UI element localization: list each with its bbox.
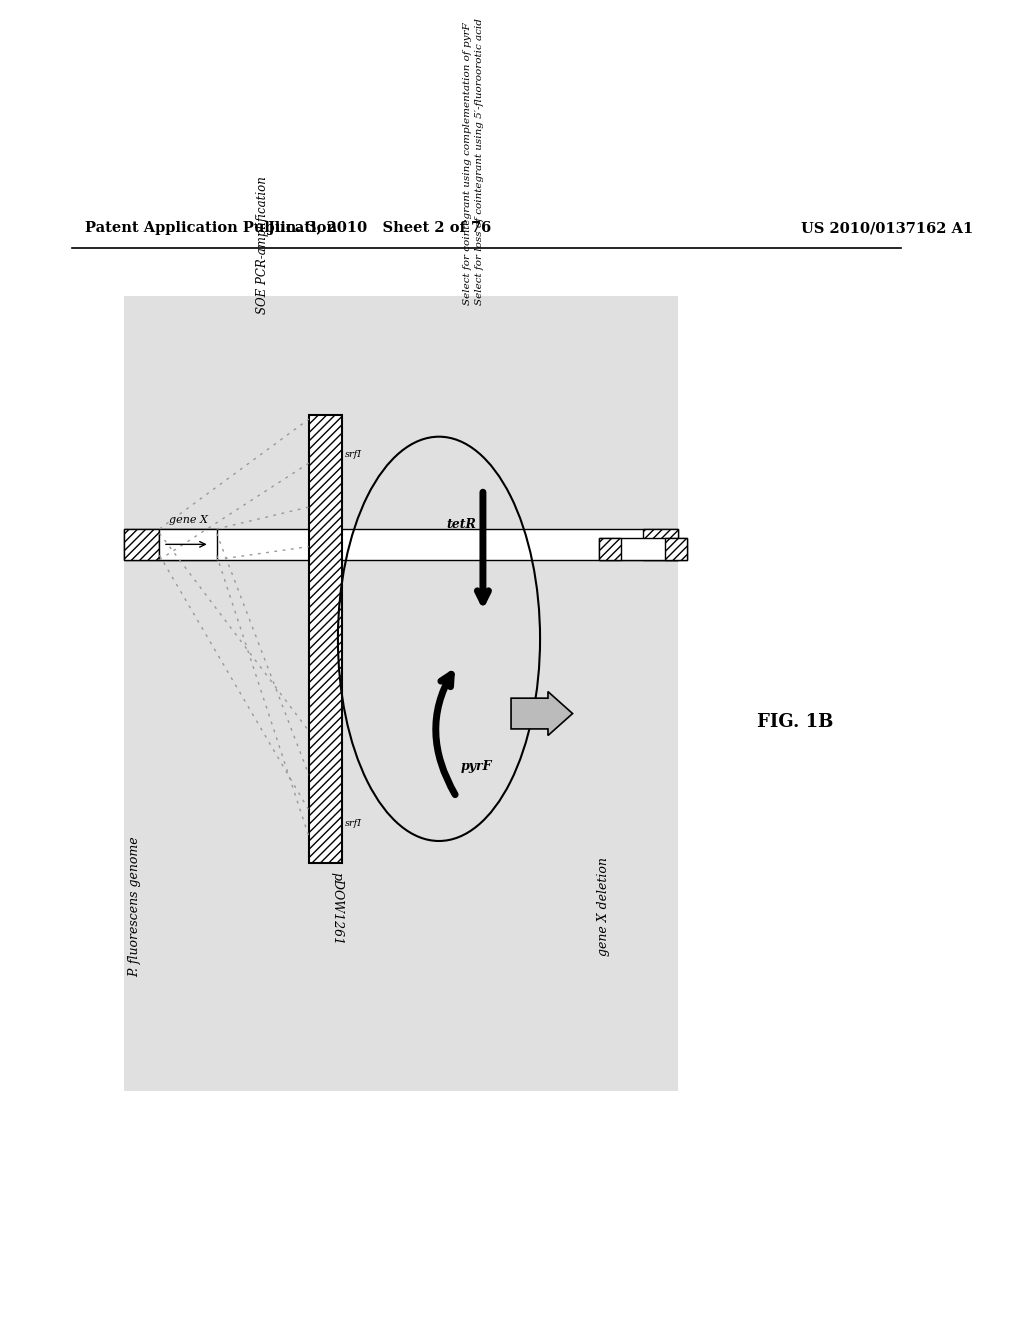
Bar (643, 529, 678, 560)
Text: Patent Application Publication: Patent Application Publication (85, 222, 337, 235)
Text: pDOW1261: pDOW1261 (330, 871, 343, 945)
FancyArrow shape (511, 692, 572, 735)
Text: srfI: srfI (345, 450, 362, 459)
Bar (643, 529, 678, 560)
Bar (124, 529, 160, 560)
Bar (124, 529, 160, 560)
Text: SOE PCR-amplification: SOE PCR-amplification (256, 176, 269, 314)
Bar (665, 537, 687, 560)
Text: gene X deletion: gene X deletion (597, 858, 610, 957)
Bar (160, 529, 217, 560)
Bar (309, 414, 342, 863)
Text: P. fluorescens genome: P. fluorescens genome (128, 837, 141, 977)
Bar (599, 537, 621, 560)
Text: srfI: srfI (345, 818, 362, 828)
Text: FIG. 1B: FIG. 1B (757, 713, 834, 731)
Bar (665, 537, 687, 560)
Text: Select for loss of cointegrant using 5′-fluoroorotic acid: Select for loss of cointegrant using 5′-… (475, 18, 483, 305)
Text: Jun. 3, 2010   Sheet 2 of 76: Jun. 3, 2010 Sheet 2 of 76 (267, 222, 490, 235)
Text: tetR: tetR (446, 517, 476, 531)
Bar (599, 537, 621, 560)
Bar (124, 296, 678, 1092)
Text: pyrF: pyrF (461, 760, 493, 772)
Text: US 2010/0137162 A1: US 2010/0137162 A1 (801, 222, 974, 235)
Bar (124, 529, 678, 560)
Text: gene X: gene X (169, 515, 208, 524)
Text: Select for cointegrant using complementation of pyrF: Select for cointegrant using complementa… (463, 22, 471, 305)
Bar (599, 537, 687, 560)
